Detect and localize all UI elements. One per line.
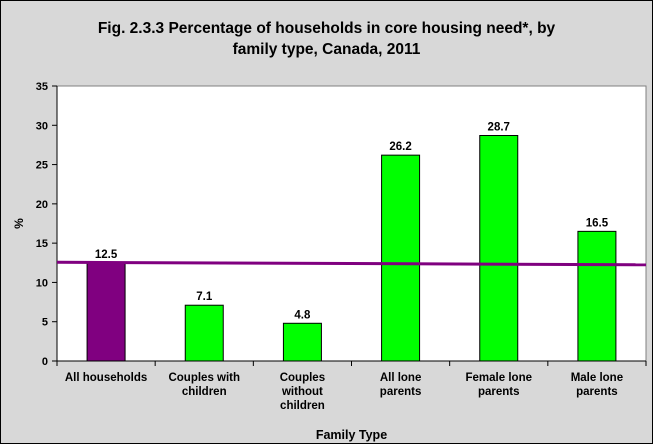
category-label-line: parents: [478, 386, 520, 398]
category-label-line: Male lone: [571, 372, 623, 384]
y-axis-title: %: [12, 218, 26, 229]
y-tick-label: 15: [36, 238, 48, 250]
category-label-line: children: [182, 386, 227, 398]
bar: [282, 322, 322, 362]
chart-title-line-2: family type, Canada, 2011: [232, 41, 421, 58]
y-tick-label: 0: [42, 356, 48, 368]
y-tick-label: 35: [36, 81, 48, 93]
category-label-line: Female lone: [466, 372, 532, 384]
category-label-line: Couples with: [168, 372, 240, 384]
chart-title: Fig. 2.3.3 Percentage of households in c…: [1, 18, 652, 60]
category-label: All lone parents: [380, 372, 422, 398]
y-tick-label: 30: [36, 120, 48, 132]
category-label: Male lone parents: [571, 372, 623, 398]
category-label: Couples without children: [280, 372, 325, 412]
category-label-line: All lone: [380, 372, 422, 384]
category-label-line: without: [281, 386, 323, 398]
y-tick-label: 10: [36, 277, 48, 289]
data-label: 26.2: [389, 141, 411, 153]
category-label: Female lone parents: [466, 372, 532, 398]
category-labels: All households Couples with childrenCouple…: [65, 372, 623, 412]
reference-line: [56, 260, 647, 267]
reference-line-layer: [56, 260, 647, 267]
axes: 0 5 10 15 20 25 30 35: [36, 81, 647, 368]
bar: [86, 262, 126, 362]
category-label-line: All households: [65, 372, 147, 384]
category-label-line: parents: [576, 386, 618, 398]
data-label: 4.8: [294, 309, 311, 321]
value-labels: 12.5 7.1 4.8 26.2 28.7 16.5: [95, 122, 609, 322]
category-label: All households: [65, 372, 147, 384]
category-label-line: children: [280, 400, 325, 412]
data-label: 28.7: [488, 122, 510, 134]
chart-title-line-1: Fig. 2.3.3 Percentage of households in c…: [97, 20, 556, 37]
category-label-line: Couples: [280, 372, 325, 384]
bar: [184, 304, 224, 362]
data-label: 7.1: [196, 291, 213, 303]
bar: [577, 230, 617, 362]
data-label: 12.5: [95, 249, 118, 261]
category-label: Couples with children: [168, 372, 240, 398]
plot-area: [56, 85, 647, 362]
bars: [86, 135, 617, 362]
y-tick-label: 20: [36, 199, 48, 211]
y-tick-label: 25: [36, 160, 48, 172]
data-label: 16.5: [586, 217, 609, 229]
y-tick-label: 5: [42, 317, 48, 329]
bar: [479, 135, 519, 362]
category-label-line: parents: [380, 386, 422, 398]
bar: [381, 154, 421, 362]
x-axis-title: Family Type: [316, 428, 387, 442]
